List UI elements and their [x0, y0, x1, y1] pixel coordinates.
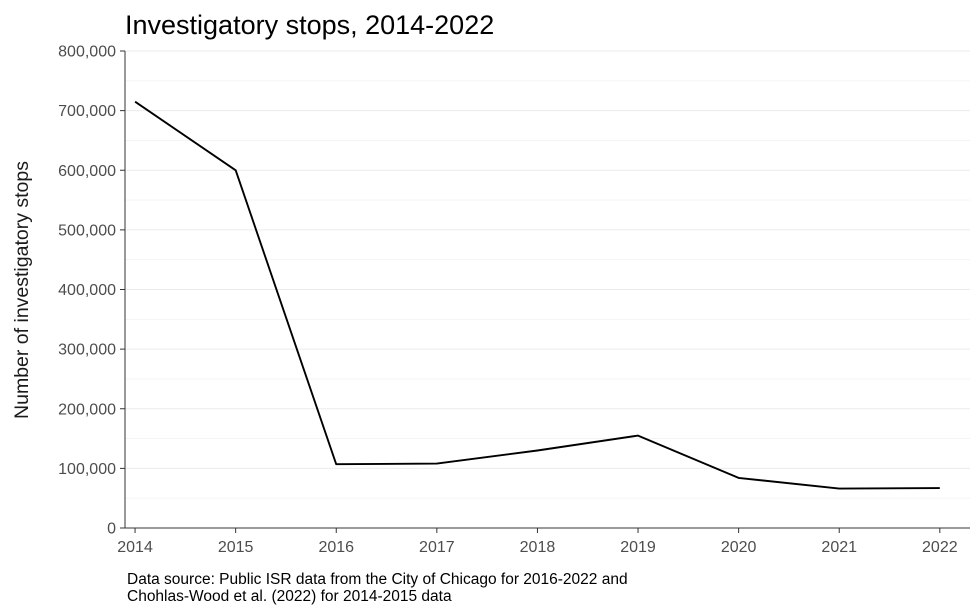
series-line [134, 100, 940, 490]
y-tick-label: 600,000 [58, 163, 116, 180]
y-tick-label: 100,000 [58, 461, 116, 478]
caption-line-2: Chohlas-Wood et al. (2022) for 2014-2015… [127, 588, 452, 605]
y-tick-label: 400,000 [58, 282, 116, 299]
y-tick-label: 0 [107, 521, 116, 538]
x-tick-label: 2022 [922, 539, 958, 556]
x-axis-ticks: 2014 2015 2016 2017 2018 2019 2020 2021 2022 [117, 528, 958, 556]
chart-title: Investigatory stops, 2014-2022 [125, 10, 494, 40]
y-axis-label: Number of investigatory stops [11, 161, 33, 419]
x-tick-label: 2018 [520, 539, 556, 556]
y-tick-label: 700,000 [58, 103, 116, 120]
x-tick-label: 2020 [721, 539, 757, 556]
x-tick-label: 2016 [318, 539, 354, 556]
caption-line-1: Data source: Public ISR data from the Ci… [127, 571, 628, 588]
x-tick-label: 2019 [620, 539, 656, 556]
data-points [135, 101, 940, 489]
y-tick-label: 200,000 [58, 401, 116, 418]
grid [125, 50, 970, 529]
x-tick-label: 2014 [117, 539, 153, 556]
y-tick-label: 500,000 [58, 222, 116, 239]
y-tick-label: 300,000 [58, 342, 116, 359]
y-axis-ticks: 0 100,000 200,000 300,000 400,000 500,000 600,… [58, 44, 125, 538]
x-tick-label: 2021 [821, 539, 857, 556]
x-tick-label: 2017 [419, 539, 455, 556]
y-tick-label: 800,000 [58, 44, 116, 61]
x-tick-label: 2015 [218, 539, 254, 556]
